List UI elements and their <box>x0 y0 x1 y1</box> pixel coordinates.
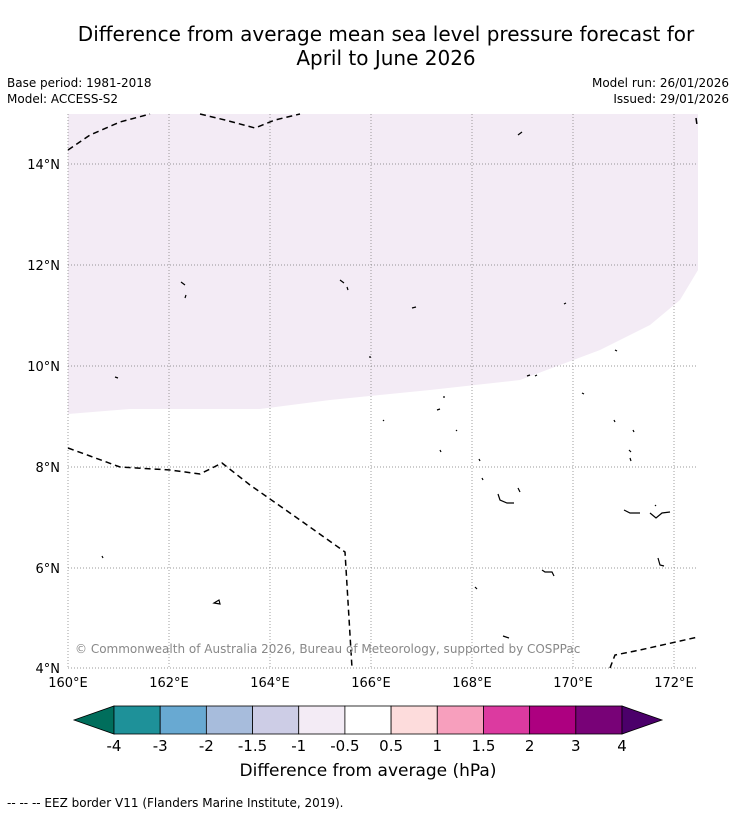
island <box>581 392 635 433</box>
lon-labels: 160°E 162°E 164°E 166°E 168°E 170°E 172°… <box>48 676 694 691</box>
colorbar-tick-label: -4 <box>107 737 122 755</box>
lon-label-160: 160°E <box>48 676 88 691</box>
lat-label-14: 14°N <box>27 158 60 173</box>
copyright-notice: © Commonwealth of Australia 2026, Bureau… <box>75 642 580 656</box>
colorbar-tick-label: 1 <box>432 737 442 755</box>
colorbar-segment <box>529 705 577 735</box>
meta-right: Model run: 26/01/2026 Issued: 29/01/2026 <box>592 75 729 107</box>
colorbar-ticks: -4 -3 -2 -1.5 -1 -0.5 0.5 1 1.5 2 3 4 <box>107 737 627 755</box>
island <box>541 569 555 577</box>
lon-label-172: 172°E <box>654 676 694 691</box>
colorbar-arrow-left <box>72 705 115 735</box>
colorbar-segment <box>344 705 392 735</box>
map-figure: 4°N 6°N 8°N 10°N 12°N 14°N 160°E 162°E 1… <box>27 113 699 755</box>
colorbar-tick-label: -0.5 <box>330 737 359 755</box>
island <box>502 635 510 639</box>
colorbar-tick-label: -1.5 <box>238 737 267 755</box>
lat-label-6: 6°N <box>36 562 61 577</box>
model-run: Model run: 26/01/2026 <box>591 76 729 90</box>
colorbar-segment <box>298 705 346 735</box>
colorbar-tick-label: 4 <box>617 737 627 755</box>
lon-label-164: 164°E <box>250 676 290 691</box>
model-name: Model: ACCESS-S2 <box>7 92 119 106</box>
eez-legend-note: -- -- -- EEZ border V11 (Flanders Marine… <box>7 796 344 810</box>
island <box>212 599 221 605</box>
lat-label-4: 4°N <box>36 662 61 677</box>
colorbar-tick-label: -2 <box>199 737 214 755</box>
lat-label-8: 8°N <box>36 461 61 476</box>
map-title: Difference from average mean sea level p… <box>0 22 736 70</box>
colorbar-tick-label: -3 <box>153 737 168 755</box>
meta-left: Base period: 1981-2018 Model: ACCESS-S2 <box>7 75 152 107</box>
base-period: Base period: 1981-2018 <box>7 76 152 90</box>
island <box>657 557 665 567</box>
colorbar-segment <box>483 705 531 735</box>
island <box>654 504 657 507</box>
island <box>526 374 538 377</box>
eez-border-west <box>67 447 353 669</box>
island <box>339 279 349 291</box>
colorbar-segment <box>252 705 300 735</box>
colorbar-arrow-right <box>621 705 664 735</box>
colorbar-tick-label: -1 <box>291 737 306 755</box>
eez-border-ne <box>695 117 698 126</box>
lon-label-162: 162°E <box>149 676 189 691</box>
lat-labels: 4°N 6°N 8°N 10°N 12°N 14°N <box>27 158 60 677</box>
colorbar-segment <box>575 705 623 735</box>
colorbar-segment <box>159 705 207 735</box>
island <box>101 555 104 559</box>
colorbar-segment <box>436 705 484 735</box>
island <box>563 302 567 305</box>
island <box>628 449 632 462</box>
lon-label-166: 166°E <box>351 676 391 691</box>
colorbar-tick-label: 0.5 <box>379 737 403 755</box>
island <box>382 419 458 432</box>
eez-borders <box>67 113 699 669</box>
island <box>439 449 484 481</box>
eez-border-north <box>67 113 151 151</box>
island <box>614 349 618 352</box>
colorbar-tick-label: 2 <box>525 737 535 755</box>
anomaly-region <box>68 114 698 414</box>
colorbar-title: Difference from average (hPa) <box>239 761 497 781</box>
island <box>474 586 478 590</box>
island <box>517 131 523 136</box>
title-line-2: April to June 2026 <box>296 46 476 70</box>
island <box>180 281 187 299</box>
issued-date: Issued: 29/01/2026 <box>613 92 729 106</box>
title-line-1: Difference from average mean sea level p… <box>77 22 695 46</box>
colorbar-tick-label: 3 <box>571 737 581 755</box>
lon-label-170: 170°E <box>553 676 593 691</box>
colorbar-segment <box>390 705 438 735</box>
island <box>497 487 521 504</box>
island <box>411 306 417 309</box>
lat-label-12: 12°N <box>27 259 60 274</box>
colorbar-segment <box>205 705 253 735</box>
islands <box>101 131 671 639</box>
island <box>114 376 119 379</box>
colorbar-segment <box>113 705 161 735</box>
graticule <box>67 114 698 669</box>
colorbar <box>72 705 664 735</box>
island <box>623 509 671 519</box>
colorbar-tick-label: 1.5 <box>472 737 496 755</box>
lon-label-168: 168°E <box>452 676 492 691</box>
island <box>436 396 445 411</box>
eez-border-southeast <box>609 636 699 669</box>
lat-label-10: 10°N <box>27 360 60 375</box>
